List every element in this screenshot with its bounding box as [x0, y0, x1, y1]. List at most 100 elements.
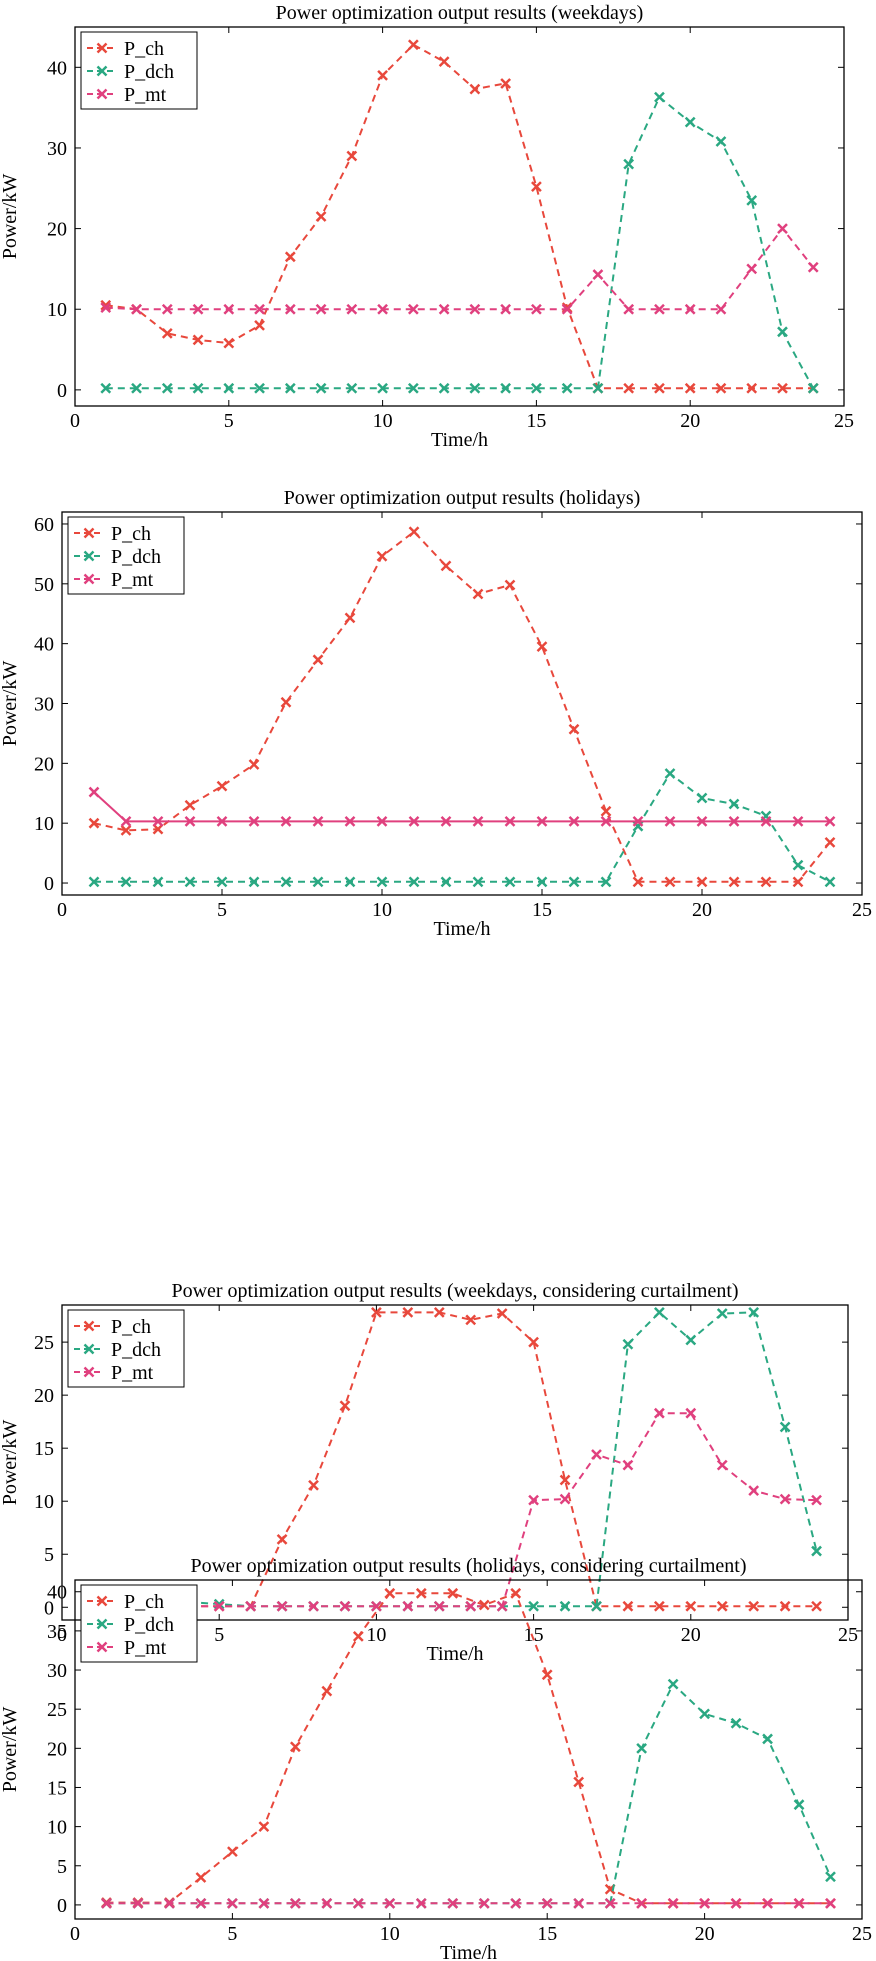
- marker-stroke: [623, 303, 635, 315]
- marker-stroke: [715, 382, 727, 394]
- data-point-p-mt: [276, 1600, 288, 1612]
- marker-stroke: [276, 1600, 288, 1612]
- data-point-p-mt: [777, 223, 788, 234]
- data-point-p-ch: [438, 56, 450, 68]
- marker-stroke: [653, 1600, 665, 1612]
- data-point-p-dch: [254, 382, 265, 394]
- marker-stroke: [184, 816, 196, 827]
- marker-stroke: [777, 382, 788, 394]
- legend-marker-p-ch: [83, 527, 95, 539]
- data-point-p-ch: [254, 319, 265, 331]
- data-point-p-mt: [561, 303, 573, 315]
- marker-stroke: [504, 579, 516, 591]
- data-point-p-mt: [825, 1897, 836, 1909]
- marker-stroke: [216, 876, 228, 888]
- data-point-p-ch: [696, 876, 708, 888]
- data-point-p-mt: [192, 303, 204, 315]
- marker-stroke: [100, 299, 112, 311]
- data-point-p-mt: [653, 1407, 665, 1419]
- y-axis-label: Power/kW: [0, 1420, 21, 1506]
- data-point-p-mt: [504, 816, 516, 827]
- marker-stroke: [496, 1600, 508, 1612]
- marker-stroke: [161, 303, 173, 315]
- data-point-p-mt: [500, 303, 512, 315]
- marker-stroke: [254, 319, 265, 331]
- data-point-p-ch: [792, 876, 804, 888]
- x-tick-label: 0: [57, 1624, 67, 1646]
- data-point-p-dch: [346, 382, 358, 394]
- data-point-p-dch: [504, 876, 516, 888]
- marker-stroke: [161, 382, 173, 394]
- y-tick-label: 25: [34, 1332, 54, 1354]
- marker-stroke: [161, 328, 173, 339]
- x-axis-label: Time/h: [440, 1942, 497, 1961]
- chart-title: Power optimization output results (holid…: [190, 1555, 746, 1577]
- marker-stroke: [384, 1587, 396, 1599]
- marker-stroke: [152, 876, 164, 888]
- y-tick-label: 20: [47, 1738, 67, 1760]
- data-point-p-dch: [161, 382, 173, 394]
- data-point-p-ch: [465, 1314, 477, 1326]
- marker-stroke: [254, 382, 265, 394]
- data-point-p-mt: [376, 816, 388, 827]
- marker-stroke: [779, 1421, 791, 1433]
- data-point-p-dch: [438, 382, 450, 394]
- chart-title: Power optimization output results (weekd…: [276, 2, 644, 24]
- data-point-p-ch: [559, 1474, 571, 1486]
- data-point-p-mt: [120, 816, 132, 827]
- marker-stroke: [377, 69, 388, 81]
- y-tick-label: 15: [34, 1438, 54, 1460]
- plot-frame: [61, 1304, 849, 1621]
- data-point-p-ch: [541, 1669, 553, 1681]
- marker-stroke: [685, 1600, 697, 1612]
- data-point-p-mt: [245, 1600, 257, 1612]
- marker-stroke: [696, 816, 708, 827]
- marker-stroke: [346, 382, 358, 394]
- marker-stroke: [280, 876, 292, 888]
- series-line-p-mt: [93, 791, 830, 823]
- x-tick-label: 25: [834, 410, 854, 432]
- legend-label-p-ch: P_ch: [124, 38, 164, 60]
- data-point-p-dch: [531, 382, 542, 394]
- data-point-p-ch: [339, 1400, 351, 1412]
- marker-stroke: [248, 876, 260, 888]
- marker-stroke: [315, 303, 327, 315]
- data-point-p-dch: [216, 876, 228, 888]
- marker-stroke: [321, 1685, 333, 1697]
- data-point-p-ch: [777, 382, 788, 394]
- data-point-p-mt: [536, 816, 548, 827]
- marker-stroke: [811, 1600, 822, 1612]
- data-point-p-dch: [699, 1708, 710, 1720]
- marker-stroke: [120, 876, 132, 888]
- data-point-p-dch: [152, 876, 164, 888]
- marker-stroke: [376, 550, 388, 562]
- marker-stroke: [664, 768, 676, 779]
- y-tick-label: 0: [44, 1597, 54, 1619]
- chart-panel-holidays-curtailment: Power optimization output results (holid…: [0, 1470, 876, 1961]
- marker-stroke: [376, 816, 388, 827]
- data-point-p-ch: [824, 836, 836, 848]
- data-point-p-ch: [280, 696, 292, 708]
- marker-stroke: [559, 1600, 571, 1612]
- x-tick-label: 20: [692, 899, 712, 921]
- legend-label-p-ch: P_ch: [111, 523, 151, 545]
- data-point-p-mt: [440, 816, 452, 827]
- data-point-p-ch: [195, 1872, 207, 1883]
- marker-stroke: [472, 816, 484, 827]
- marker-stroke: [312, 876, 324, 888]
- marker-stroke: [636, 1897, 648, 1909]
- marker-stroke: [825, 1897, 836, 1909]
- marker-stroke: [402, 1600, 414, 1612]
- legend-marker-p-ch: [83, 1320, 95, 1332]
- plot-frame: [74, 1579, 863, 1920]
- data-point-p-ch: [622, 1600, 634, 1612]
- data-point-p-mt: [528, 1494, 539, 1506]
- data-point-p-dch: [685, 1334, 697, 1346]
- data-point-p-dch: [807, 382, 819, 394]
- data-point-p-ch: [504, 579, 516, 591]
- data-point-p-mt: [510, 1897, 522, 1909]
- marker-stroke: [377, 382, 388, 394]
- marker-stroke: [447, 1897, 459, 1909]
